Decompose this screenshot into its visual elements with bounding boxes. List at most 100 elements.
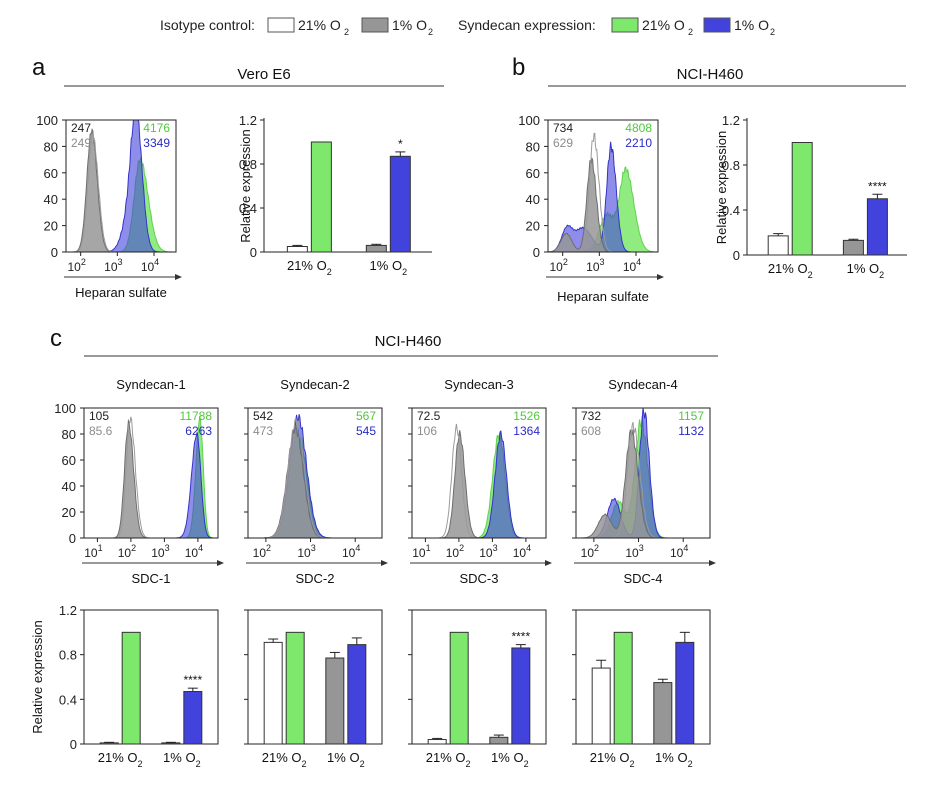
c1-hist-xtick-label: 101	[84, 543, 102, 560]
c4-hist-xtick-label: 102	[581, 543, 599, 560]
c2-bar-bar-ctrl1	[325, 657, 345, 745]
b-bar-ytick-label: 1.2	[722, 113, 740, 128]
c4-hist-xtick-base: 10	[625, 546, 639, 560]
c1-hist-ytick-label: 20	[62, 505, 76, 520]
c1-hist-mfi-ctrl1: 85.6	[89, 424, 113, 438]
c1-hist-xlabel: SDC-1	[131, 571, 170, 586]
c3-bar-xgroup-text: 1% O	[491, 750, 524, 765]
c1-hist-ytick-label: 60	[62, 453, 76, 468]
c3-hist-xtick-label: 101	[412, 543, 430, 560]
c1-hist-ytick-label: 80	[62, 427, 76, 442]
b-hist-mfi-ctrl21: 734	[553, 121, 573, 135]
c2-hist-xtick-base: 10	[297, 546, 311, 560]
c2-bar-chart: 21% O2 1% O2	[244, 609, 383, 769]
c3-hist-xarrow-head	[545, 560, 552, 566]
c1-bar-ytick-label: 1.2	[59, 603, 77, 618]
c3-hist-xtick-base: 10	[412, 546, 426, 560]
c3-bar-xgroup-label: 21% O2	[426, 750, 471, 769]
c1-bar-xgroup-sub: 2	[196, 759, 201, 769]
a-hist-ytick-label: 100	[36, 113, 58, 128]
c1-hist-xtick-base: 10	[151, 546, 165, 560]
c4-hist-xtick-exp: 4	[683, 543, 688, 553]
a-hist-ytick-label: 60	[44, 166, 58, 181]
legend-isotype-21-swatch	[267, 17, 295, 33]
b-bar-significance: ****	[868, 179, 887, 193]
b-bar-xgroup-sub: 2	[879, 270, 884, 280]
a-hist-frame	[65, 119, 177, 253]
c2-hist-xtick-label: 104	[342, 543, 360, 560]
c2-bar-bar-syn1	[347, 644, 367, 745]
c2-hist-xtick-label: 103	[297, 543, 315, 560]
b-hist-xlabel: Heparan sulfate	[557, 289, 649, 304]
b-bar-bar-syn1	[866, 198, 888, 256]
c1-bar-ylabel: Relative expression	[30, 620, 45, 733]
c1-hist-mfi-ctrl21: 105	[89, 409, 109, 423]
b-hist-ytick-label: 100	[518, 113, 540, 128]
c1-hist-ytick-label: 40	[62, 479, 76, 494]
c2-bar-xgroup-label: 1% O2	[327, 750, 365, 769]
c1-bar-xgroup-label: 21% O2	[98, 750, 143, 769]
c3-hist-frame	[411, 407, 547, 539]
c4-hist-xtick-label: 104	[670, 543, 688, 560]
c1-hist-xtick-exp: 1	[98, 543, 103, 553]
c3-bar-bar-syn21	[449, 631, 469, 745]
b-bar-ytick-label: 0.4	[722, 203, 740, 218]
a-bar-xgroup-text: 21% O	[287, 258, 327, 273]
c4-bar-xgroup-label: 21% O2	[590, 750, 635, 769]
c2-bar-xgroup-sub: 2	[302, 759, 307, 769]
b-bar-xgroup-sub: 2	[808, 270, 813, 280]
a-hist-xtick-exp: 4	[154, 257, 159, 267]
c4-hist-xtick-exp: 3	[639, 543, 644, 553]
c3-hist-mfi-syn21: 1526	[513, 409, 540, 423]
c3-hist-curve-syn21	[412, 431, 546, 539]
b-hist-xtick-base: 10	[623, 260, 637, 274]
a-bar-bar-ctrl21	[286, 246, 308, 253]
c4-bar-xgroup-sub: 2	[630, 759, 635, 769]
panel-c-header: c NCI-H460	[50, 325, 718, 357]
b-hist-xtick-base: 10	[549, 260, 563, 274]
c2-hist-title: Syndecan-2	[280, 377, 349, 392]
c1-bar-bar-ctrl1	[161, 742, 181, 745]
c1-hist-curve-syn1	[84, 432, 218, 539]
panel-b-title: NCI-H460	[677, 66, 744, 83]
c3-bar-frame	[411, 609, 547, 745]
c4-bar-bar-syn21	[613, 631, 633, 745]
b-bar-ytick-label: 0.8	[722, 158, 740, 173]
c3-bar-chart: ****21% O2 1% O2	[408, 609, 547, 769]
c1-hist-xtick-exp: 4	[198, 543, 203, 553]
legend-isotype-21: 21% O	[298, 17, 341, 33]
a-bar-ytick-label: 0	[250, 245, 257, 260]
c4-bar-bar-ctrl21	[591, 667, 611, 745]
legend: Isotype control: 21% O 2 1% O 2 Syndecan…	[160, 17, 775, 37]
b-bar-xgroup-label: 21% O2	[768, 261, 813, 280]
c1-hist-xarrow-head	[217, 560, 224, 566]
a-hist-mfi-syn1: 3349	[143, 136, 170, 150]
c4-bar-xgroup-sub: 2	[688, 759, 693, 769]
c2-hist-frame	[247, 407, 383, 539]
c1-bar-xgroup-label: 1% O2	[163, 750, 201, 769]
c4-hist-title: Syndecan-4	[608, 377, 677, 392]
a-hist-xtick-base: 10	[104, 260, 118, 274]
c1-bar-xgroup-text: 1% O	[163, 750, 196, 765]
b-bar-bar-ctrl21	[767, 235, 789, 256]
c4-hist-mfi-ctrl21: 732	[581, 409, 601, 423]
c2-bar-xgroup-label: 21% O2	[262, 750, 307, 769]
c3-hist-xtick-label: 102	[446, 543, 464, 560]
a-hist-xtick-base: 10	[141, 260, 155, 274]
c4-hist-xarrow-head	[709, 560, 716, 566]
panel-b-header: b NCI-H460	[512, 54, 906, 87]
a-hist-xtick-label: 103	[104, 257, 122, 274]
c3-bar-bar-syn1	[511, 647, 531, 745]
panel-a-header: a Vero E6	[32, 54, 444, 87]
a-hist-ytick-label: 0	[51, 245, 58, 260]
legend-syndecan-1: 1% O	[734, 17, 769, 33]
c4-hist-xtick-label: 103	[625, 543, 643, 560]
c1-hist-mfi-syn1: 6263	[185, 424, 212, 438]
a-bar-xgroup-sub: 2	[327, 267, 332, 277]
panel-c-title: NCI-H460	[375, 333, 442, 350]
c4-bar-chart: 21% O2 1% O2	[572, 609, 711, 769]
